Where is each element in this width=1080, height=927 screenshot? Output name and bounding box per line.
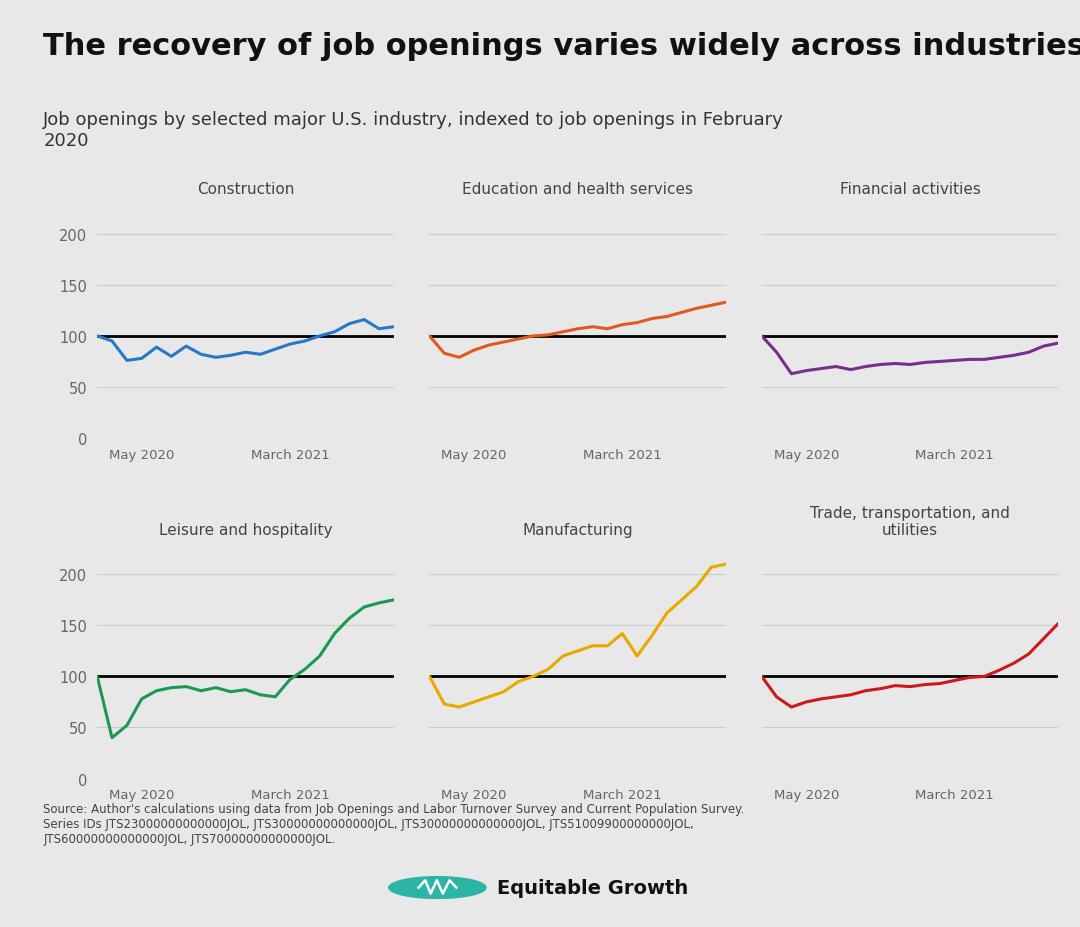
Title: Construction: Construction	[197, 183, 294, 197]
Text: Job openings by selected major U.S. industry, indexed to job openings in Februar: Job openings by selected major U.S. indu…	[43, 111, 784, 150]
Title: Trade, transportation, and
utilities: Trade, transportation, and utilities	[810, 505, 1010, 538]
Text: Equitable Growth: Equitable Growth	[497, 878, 688, 897]
Title: Leisure and hospitality: Leisure and hospitality	[159, 523, 333, 538]
Circle shape	[389, 877, 486, 898]
Title: Education and health services: Education and health services	[462, 183, 693, 197]
Title: Financial activities: Financial activities	[839, 183, 981, 197]
Text: The recovery of job openings varies widely across industries: The recovery of job openings varies wide…	[43, 32, 1080, 61]
Title: Manufacturing: Manufacturing	[523, 523, 633, 538]
Text: Source: Author's calculations using data from Job Openings and Labor Turnover Su: Source: Author's calculations using data…	[43, 802, 744, 844]
